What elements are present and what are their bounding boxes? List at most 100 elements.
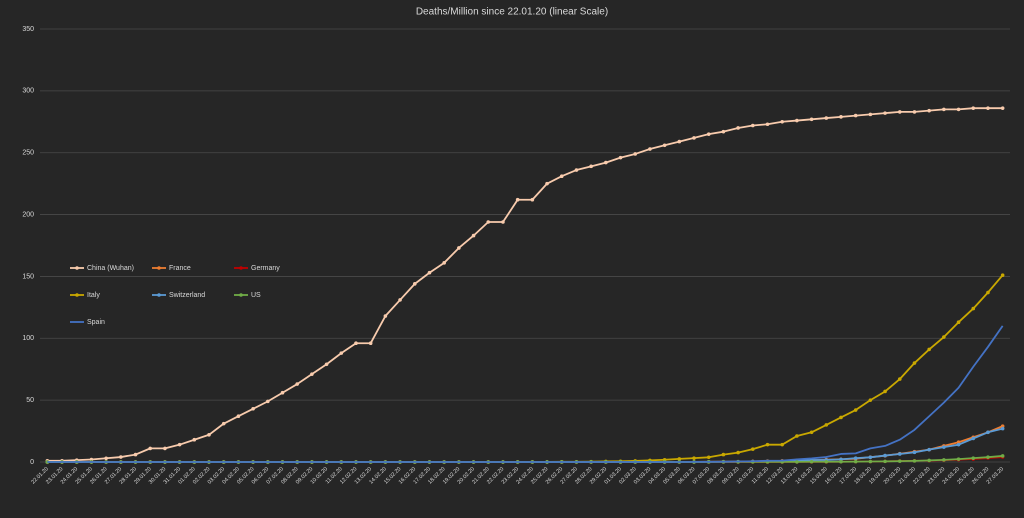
y-tick-label: 300 [22, 88, 34, 95]
data-point [368, 341, 373, 346]
y-tick-label: 150 [22, 273, 34, 280]
data-point [839, 415, 843, 420]
data-point [662, 143, 667, 148]
data-point [809, 117, 814, 122]
data-point [736, 450, 740, 455]
data-point [809, 430, 814, 435]
legend-label: Spain [87, 319, 105, 326]
data-point [177, 442, 182, 447]
legend-marker [157, 266, 161, 270]
legend-marker [75, 293, 79, 297]
data-point [1000, 426, 1005, 431]
data-point [927, 347, 931, 352]
data-point [192, 437, 197, 442]
data-point [912, 361, 917, 365]
data-point [692, 456, 696, 460]
data-point [677, 139, 682, 144]
data-point [310, 372, 314, 376]
data-point [927, 458, 931, 463]
data-point [986, 430, 990, 435]
data-point [956, 440, 961, 445]
data-point [545, 181, 549, 186]
data-point [971, 106, 976, 110]
data-point [912, 459, 917, 463]
data-point [868, 112, 873, 117]
data-point [677, 457, 682, 461]
data-point [721, 452, 726, 457]
data-point [648, 147, 652, 151]
data-point [942, 107, 946, 112]
data-point [133, 452, 138, 457]
data-point [853, 113, 858, 118]
data-point [618, 155, 623, 160]
data-point [486, 220, 491, 224]
data-point [471, 233, 476, 238]
data-point [883, 111, 887, 115]
data-point [986, 455, 990, 459]
legend-label: Switzerland [169, 292, 205, 299]
data-point [295, 382, 299, 386]
data-point [853, 408, 858, 412]
data-point [868, 398, 873, 402]
data-point [795, 118, 799, 123]
data-point [751, 447, 755, 451]
data-point [986, 106, 990, 110]
data-point [236, 414, 241, 419]
data-point [324, 362, 329, 367]
data-point [706, 455, 711, 460]
data-point [986, 290, 990, 295]
data-point [104, 456, 108, 461]
legend-label: Germany [251, 265, 280, 272]
data-point [897, 459, 902, 463]
data-point [868, 455, 873, 460]
data-point [207, 432, 211, 437]
data-point [795, 434, 799, 438]
data-point [956, 457, 961, 461]
data-point [736, 126, 740, 130]
series-line [47, 425, 1003, 463]
data-point [383, 314, 388, 318]
y-tick-label: 350 [22, 26, 34, 33]
data-point [883, 389, 887, 394]
legend-label: France [169, 265, 191, 272]
data-point [942, 445, 946, 449]
data-point [721, 129, 726, 134]
legend-marker [157, 293, 161, 297]
data-point [809, 459, 814, 464]
data-point [1000, 424, 1005, 428]
data-point [530, 197, 535, 202]
y-tick-label: 50 [26, 397, 34, 404]
data-point [912, 110, 917, 114]
legend-label: China (Wuhan) [87, 265, 134, 272]
data-point [912, 450, 917, 455]
data-point [883, 459, 887, 464]
data-point [221, 421, 226, 426]
data-point [1000, 454, 1005, 458]
data-point [765, 122, 770, 127]
data-point [971, 436, 976, 441]
data-point [956, 107, 961, 112]
data-point [589, 164, 593, 169]
data-point [897, 452, 902, 456]
data-point [824, 423, 829, 427]
data-point [339, 351, 344, 355]
data-point [442, 261, 446, 265]
data-point [956, 442, 961, 447]
data-point [971, 456, 976, 460]
data-point [824, 459, 829, 464]
data-point [251, 407, 255, 411]
data-point [795, 460, 799, 464]
data-point [897, 377, 902, 381]
series-line [47, 107, 1003, 462]
data-point [692, 136, 696, 140]
y-tick-label: 250 [22, 150, 34, 157]
series-line [47, 274, 1004, 463]
data-point [457, 246, 461, 250]
y-tick-label: 100 [22, 335, 34, 342]
data-point [853, 459, 858, 464]
series-line [47, 427, 1003, 463]
data-point [706, 132, 711, 136]
data-point [780, 442, 784, 447]
data-point [412, 282, 417, 286]
